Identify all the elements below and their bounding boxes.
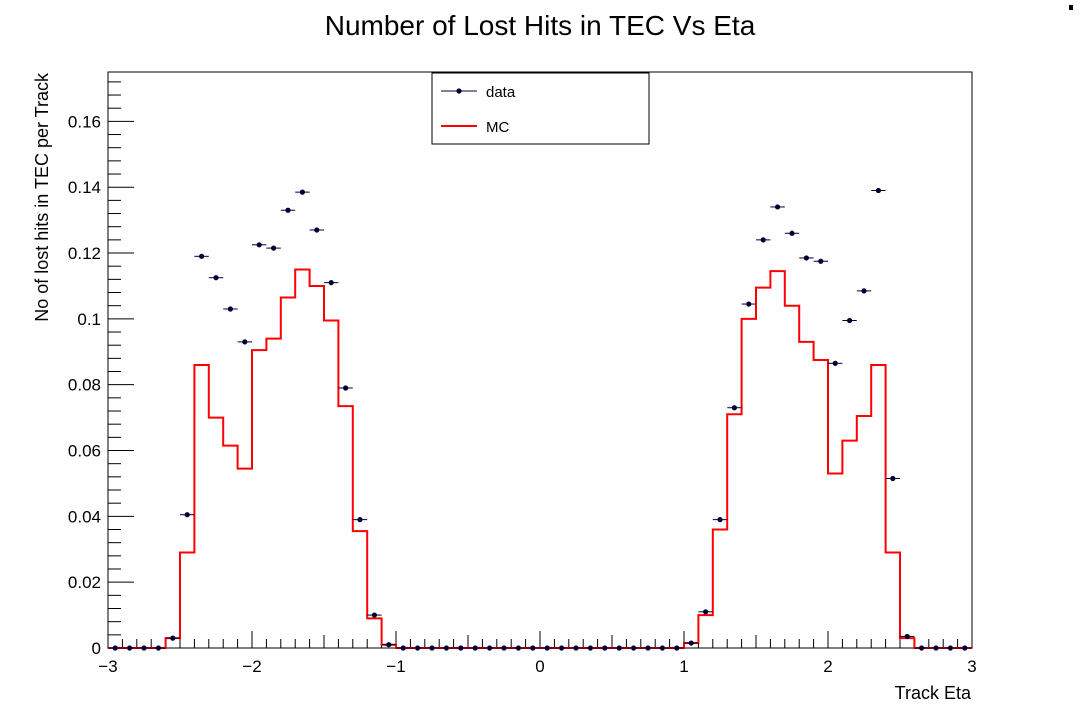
y-tick-label: 0.12 [68,244,101,263]
x-axis-tick-labels: −3 −2 −1 0 1 2 3 [98,657,976,676]
x-axis-title: Track Eta [895,683,972,703]
data-point [789,230,795,236]
y-tick-label: 0.08 [68,376,101,395]
legend-mc-label: MC [486,119,509,136]
y-tick-label: 0.06 [68,442,101,461]
data-point [184,512,190,518]
data-point [242,339,248,345]
data-point [803,255,810,261]
data-point [515,645,522,651]
data-point [832,360,838,366]
y-axis-ticks [108,81,134,649]
y-tick-label: 0 [92,639,101,658]
data-point [775,204,781,210]
data-point [847,317,853,324]
data-point [818,258,824,264]
data-point [343,385,349,391]
data-point [328,280,334,286]
data-point [674,645,680,651]
data-point [530,645,536,651]
data-point [645,645,651,651]
mc-series [108,268,972,649]
data-point [717,517,723,523]
data-point [559,645,565,651]
y-tick-label: 0.04 [68,507,101,526]
data-point [501,645,507,651]
data-point [458,645,464,651]
data-point [415,645,421,651]
data-point [386,642,392,648]
y-axis-title: No of lost hits in TEC per Track [32,72,52,322]
data-point [472,645,478,651]
data-point [962,645,968,651]
data-point [890,475,896,482]
data-point [875,187,882,194]
data-point [616,645,622,651]
data-point [760,237,766,243]
y-tick-label: 0.1 [77,310,101,329]
data-series [108,187,972,651]
data-point [443,645,449,651]
data-point [688,640,694,646]
data-point [141,645,147,651]
data-point [861,288,867,294]
data-point [371,612,377,618]
y-tick-label: 0.14 [68,178,101,197]
x-tick-label: 1 [679,657,688,676]
data-point [429,645,435,651]
data-point [731,405,738,411]
data-point [112,645,118,651]
data-point [904,633,910,640]
data-point [487,645,493,651]
legend-data-marker [456,88,462,94]
data-point [285,207,291,213]
data-point [256,242,262,248]
data-point [227,306,233,312]
x-tick-label: 0 [535,657,544,676]
x-axis-ticks [107,631,973,648]
data-point [933,645,939,651]
data-point [573,645,579,651]
plot-frame [107,71,973,649]
data-point [544,645,550,651]
y-axis-tick-labels: 0 0.02 0.04 0.06 0.08 0.1 0.12 0.14 0.16 [68,112,101,658]
data-point [299,189,305,195]
data-point [155,645,161,651]
data-point [400,645,406,651]
data-point [127,645,133,651]
data-point [703,609,709,615]
data-point [746,301,752,307]
x-tick-label: −2 [242,657,261,676]
data-point [199,253,205,259]
legend-data-label: data [486,84,516,101]
corner-marker [1069,5,1073,10]
data-point [947,645,954,651]
legend: data MC [431,72,650,145]
data-point [587,645,594,651]
data-point [631,645,637,651]
x-tick-label: −1 [386,657,405,676]
data-point [357,517,363,523]
data-point [170,635,176,641]
data-point [314,227,320,233]
data-point [271,245,277,251]
data-point [213,275,219,281]
x-tick-label: 2 [823,657,832,676]
chart-title: Number of Lost Hits in TEC Vs Eta [325,10,756,41]
mc-step-line [108,268,972,649]
data-point [659,645,666,651]
data-point [602,645,608,651]
y-tick-label: 0.16 [68,112,101,131]
y-tick-label: 0.02 [68,573,101,592]
x-tick-label: 3 [967,657,976,676]
legend-box [431,72,650,145]
x-tick-label: −3 [98,657,117,676]
data-point [919,645,925,651]
